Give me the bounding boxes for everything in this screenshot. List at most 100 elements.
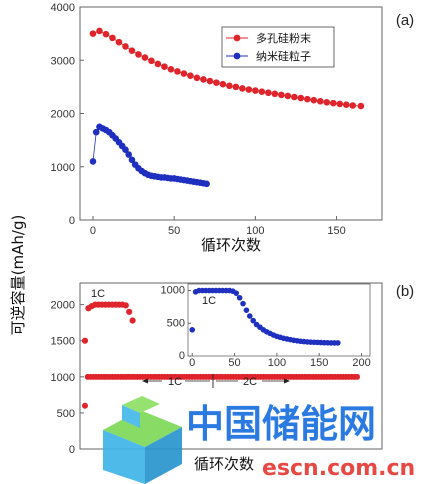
- point-porous-silicon: [349, 102, 357, 109]
- inset-point: [250, 317, 256, 324]
- inset-x-tick-label: 150: [310, 357, 328, 369]
- arrow-1c-label: 1C: [168, 376, 182, 388]
- panel-b-points: [81, 301, 360, 409]
- arrow-left-head: [142, 378, 148, 384]
- arrow-2c-label: 2C: [243, 376, 257, 388]
- point-porous-silicon: [284, 92, 292, 100]
- point-nano-silicon: [125, 151, 133, 158]
- cube-small-side: [122, 405, 140, 428]
- point-porous-silicon: [96, 27, 103, 35]
- point-porous-silicon: [226, 82, 233, 90]
- point-rate-1c-initial: [122, 302, 129, 309]
- y-tick-label: 0: [69, 215, 75, 227]
- inset-y-ticks: 0 500 1000: [161, 285, 191, 362]
- rate-arrows: 1C 2C: [142, 374, 290, 388]
- point-porous-silicon: [180, 70, 188, 77]
- panel-b-label: (b): [396, 283, 414, 300]
- point-porous-silicon: [109, 34, 116, 42]
- panel-a-y-ticks: 0 1000 2000 3000 4000: [51, 2, 84, 227]
- panel-b-y-ticks: 0 500 1000 1500 2000: [51, 300, 84, 456]
- point-porous-silicon: [336, 100, 344, 108]
- cube-top-face: [103, 410, 182, 447]
- inset-point: [335, 340, 341, 346]
- point-porous-silicon: [304, 95, 311, 103]
- point-nano-silicon: [122, 146, 129, 154]
- point-porous-silicon: [232, 83, 240, 91]
- panel-a-label: (a): [396, 12, 414, 29]
- point-porous-silicon: [102, 30, 110, 38]
- y-tick-label: 0: [69, 444, 75, 456]
- legend-label-porous: 多孔硅粉末: [256, 31, 311, 45]
- point-porous-silicon: [167, 66, 175, 73]
- cube-left-face: [103, 430, 145, 484]
- panel-a-points: [89, 27, 365, 188]
- inset-point: [246, 313, 253, 319]
- point-porous-silicon: [213, 79, 220, 86]
- point-porous-silicon: [187, 72, 194, 79]
- watermark-cn-text: 中国储能网: [186, 402, 376, 446]
- point-porous-silicon: [174, 68, 181, 75]
- panel-a: (a) 0 1000 2000 3000 4000 0 50 100 150 多孔硅粉末 纳米…: [51, 2, 415, 254]
- inset-1c-label: 1C: [202, 295, 216, 307]
- panel-b-1c-top-label: 1C: [91, 288, 105, 300]
- point-nano-silicon: [89, 158, 97, 165]
- point-porous-silicon: [278, 91, 285, 99]
- point-porous-silicon: [310, 96, 318, 104]
- point-porous-silicon: [89, 30, 97, 37]
- point-porous-silicon: [342, 101, 350, 109]
- point-porous-silicon: [271, 90, 279, 98]
- inset-points: [189, 287, 341, 346]
- point-porous-silicon: [154, 60, 162, 68]
- point-porous-silicon: [245, 86, 253, 93]
- legend-marker-porous: [233, 34, 241, 42]
- point-porous-silicon: [258, 88, 266, 95]
- y-tick-label: 4000: [51, 2, 75, 14]
- point-nano-silicon: [92, 128, 100, 136]
- legend-label-nano: 纳米硅粒子: [256, 49, 311, 63]
- point-rate-1c-initial: [129, 317, 136, 324]
- panel-b-inset: 1C 0 500 1000 0 50 100 150 200: [161, 283, 371, 369]
- watermark-cube-logo: [103, 396, 182, 484]
- x-tick-label: 50: [168, 225, 180, 237]
- point-porous-silicon: [128, 47, 136, 54]
- x-tick-label: 150: [327, 225, 345, 237]
- arrow-right-head: [284, 378, 290, 384]
- inset-x-tick-label: 200: [352, 357, 370, 369]
- y-tick-label: 3000: [51, 55, 75, 67]
- inset-point: [236, 294, 243, 301]
- point-porous-silicon: [239, 85, 246, 92]
- point-porous-silicon: [161, 63, 168, 70]
- watermark-url: escn.com.cn: [262, 456, 415, 481]
- legend-box: [221, 26, 335, 68]
- panel-a-x-ticks: 0 50 100 150: [90, 216, 346, 237]
- x-tick-label: 100: [246, 225, 264, 237]
- point-porous-silicon: [122, 43, 129, 50]
- point-porous-silicon: [148, 57, 155, 65]
- y-tick-label: 2000: [51, 109, 75, 121]
- point-porous-silicon: [193, 74, 201, 82]
- point-porous-silicon: [329, 99, 337, 107]
- point-rate-1c-initial: [126, 308, 133, 315]
- inset-point: [240, 300, 246, 307]
- inset-x-tick-label: 0: [189, 357, 195, 369]
- inset-y-tick-label: 1000: [161, 285, 185, 297]
- point-porous-silicon: [115, 38, 123, 46]
- point-nano-silicon: [128, 156, 136, 164]
- legend: 多孔硅粉末 纳米硅粒子: [221, 26, 335, 68]
- inset-y-tick-label: 500: [167, 317, 185, 329]
- point-porous-silicon: [206, 77, 214, 85]
- point-rate-cycling: [82, 402, 88, 409]
- panel-a-x-title: 循环次数: [201, 236, 261, 254]
- point-porous-silicon: [323, 99, 331, 106]
- inset-x-tick-label: 50: [228, 357, 240, 369]
- y-tick-label: 2000: [51, 300, 75, 312]
- point-rate-1c-initial: [81, 337, 89, 344]
- y-tick-label: 500: [57, 408, 75, 420]
- inset-point: [233, 290, 240, 296]
- y-tick-label: 1000: [51, 162, 75, 174]
- y-tick-label: 1500: [51, 336, 75, 348]
- point-porous-silicon: [219, 80, 227, 88]
- point-porous-silicon: [252, 87, 259, 94]
- point-porous-silicon: [297, 94, 305, 102]
